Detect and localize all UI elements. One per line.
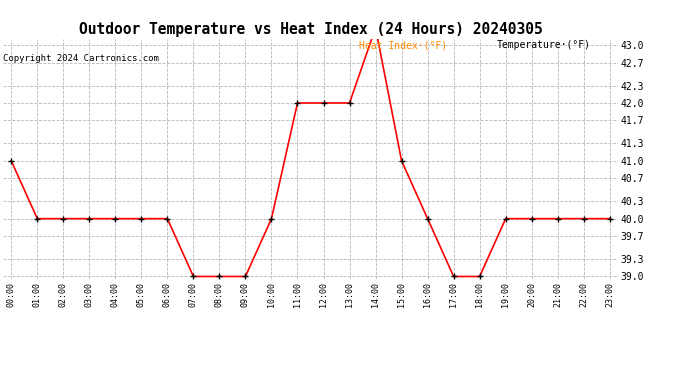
Title: Outdoor Temperature vs Heat Index (24 Hours) 20240305: Outdoor Temperature vs Heat Index (24 Ho… <box>79 22 542 37</box>
Text: Heat Index·(°F): Heat Index·(°F) <box>359 40 447 51</box>
Text: Copyright 2024 Cartronics.com: Copyright 2024 Cartronics.com <box>3 54 159 63</box>
Text: Temperature·(°F): Temperature·(°F) <box>497 40 591 51</box>
